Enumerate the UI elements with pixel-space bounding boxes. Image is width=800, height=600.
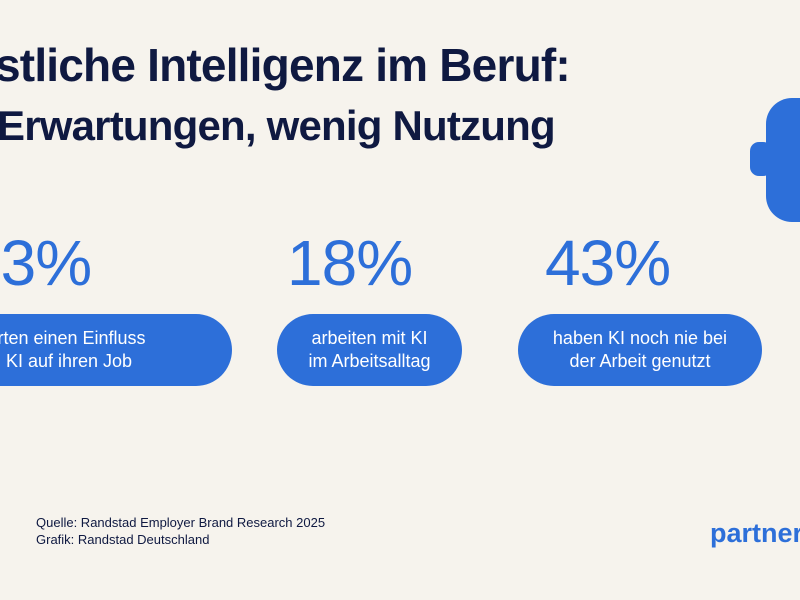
stat-label-pill-3: haben KI noch nie bei der Arbeit genutzt bbox=[518, 314, 762, 386]
page-subtitle: Erwartungen, wenig Nutzung bbox=[0, 102, 556, 149]
chatbot-head-shape bbox=[766, 98, 800, 222]
ai-chatbot-icon bbox=[742, 94, 800, 234]
stat-label-line: haben KI noch nie bei bbox=[552, 328, 728, 348]
stat-label-pill-1: erwarten einen Einfluss von KI auf ihren… bbox=[0, 314, 232, 386]
stat-value-3: 43% bbox=[545, 227, 671, 299]
source-text: Quelle: Randstad Employer Brand Research… bbox=[36, 515, 326, 530]
page-title: Künstliche Intelligenz im Beruf: bbox=[0, 39, 571, 91]
stat-value-1: 53% bbox=[0, 227, 92, 299]
footer-credits: Quelle: Randstad Employer Brand Research… bbox=[36, 514, 325, 548]
stat-value-2: 18% bbox=[287, 227, 413, 299]
stat-label-pill-2: arbeiten mit KI im Arbeitsalltag bbox=[277, 314, 462, 386]
stat-label-line: im Arbeitsalltag bbox=[308, 351, 431, 371]
stat-label-line: arbeiten mit KI bbox=[311, 328, 428, 348]
brand-tagline: partner bbox=[709, 518, 800, 548]
stat-label-line: der Arbeit genutzt bbox=[569, 351, 711, 371]
credit-text: Grafik: Randstad Deutschland bbox=[36, 532, 210, 547]
stat-label-line: von KI auf ihren Job bbox=[0, 351, 133, 371]
stat-label-line: erwarten einen Einfluss bbox=[0, 328, 146, 348]
